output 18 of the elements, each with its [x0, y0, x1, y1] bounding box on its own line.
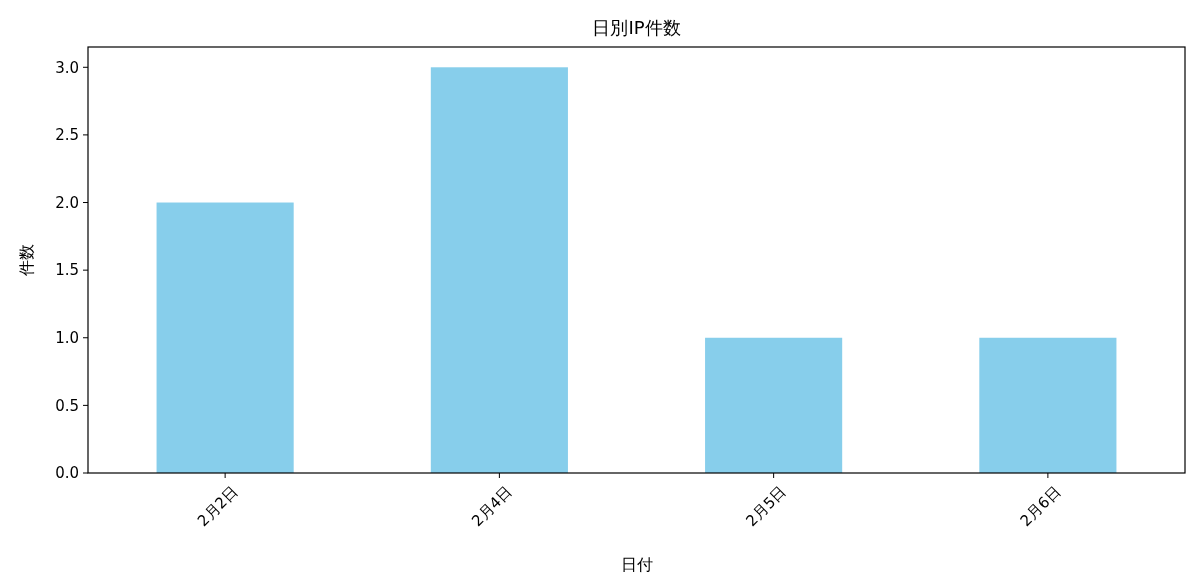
- bar: [979, 337, 1117, 473]
- bar: [430, 67, 568, 473]
- y-tick-label: 0.5: [55, 396, 79, 415]
- y-axis-title: 件数: [17, 244, 36, 276]
- x-tick-label: 2月2日: [193, 482, 242, 530]
- x-tick-label: 2月6日: [1016, 482, 1065, 530]
- bar: [156, 202, 294, 473]
- y-tick-label: 1.5: [55, 261, 79, 280]
- bar: [705, 337, 843, 473]
- chart-title: 日別IP件数: [592, 17, 681, 38]
- y-tick-label: 0.0: [55, 464, 79, 483]
- y-tick-label: 1.0: [55, 329, 79, 348]
- y-tick-label: 2.0: [55, 193, 79, 212]
- y-tick-label: 2.5: [55, 126, 79, 145]
- x-axis-title: 日付: [620, 555, 653, 574]
- y-tick-label: 3.0: [55, 58, 79, 77]
- x-tick-label: 2月5日: [742, 482, 790, 530]
- x-tick-label: 2月4日: [468, 482, 516, 530]
